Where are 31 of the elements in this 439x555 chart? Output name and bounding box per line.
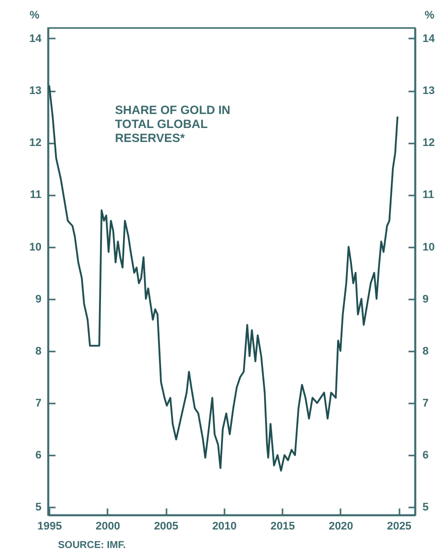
y-tick-label: 5 bbox=[35, 502, 42, 514]
x-tick-label: 2025 bbox=[386, 520, 412, 532]
source-note: SOURCE: IMF. bbox=[58, 540, 126, 551]
x-tick-label: 2020 bbox=[328, 520, 354, 532]
x-tick-label: 2005 bbox=[154, 520, 178, 532]
y2-tick-label: 8 bbox=[422, 345, 429, 358]
x-tick-label: 2015 bbox=[270, 520, 295, 532]
y-tick-label: 10 bbox=[29, 241, 42, 254]
y2-axis-title: % bbox=[424, 10, 435, 22]
y-tick-label: 6 bbox=[35, 450, 42, 462]
y2-tick-label: 9 bbox=[422, 293, 429, 306]
y2-tick-label: 13 bbox=[422, 85, 435, 98]
text: SHARE OF GOLD IN TOTAL GLOBAL RESERVES* bbox=[115, 103, 230, 145]
x-tick-label: 1995 bbox=[37, 520, 62, 532]
y-tick-label: 7 bbox=[35, 398, 42, 410]
y-tick-label: 14 bbox=[29, 32, 42, 45]
y2-tick-label: 14 bbox=[422, 32, 436, 45]
y2-tick-label: 11 bbox=[422, 189, 434, 202]
y2-tick-label: 5 bbox=[422, 502, 429, 514]
y-tick-label: 13 bbox=[29, 85, 42, 98]
x-tick-label: 2010 bbox=[212, 520, 237, 532]
y-tick-label: 12 bbox=[29, 137, 42, 150]
y-tick-label: 8 bbox=[35, 345, 42, 358]
y2-tick-label: 12 bbox=[422, 137, 435, 150]
x-tick-label: 2000 bbox=[96, 520, 120, 532]
y2-tick-label: 10 bbox=[422, 241, 435, 254]
y-tick-label: 11 bbox=[30, 189, 42, 202]
y2-tick-label: 7 bbox=[422, 398, 429, 410]
y-tick-label: 9 bbox=[35, 293, 42, 306]
y-axis-title: % bbox=[30, 10, 40, 22]
y2-tick-label: 6 bbox=[422, 450, 429, 462]
